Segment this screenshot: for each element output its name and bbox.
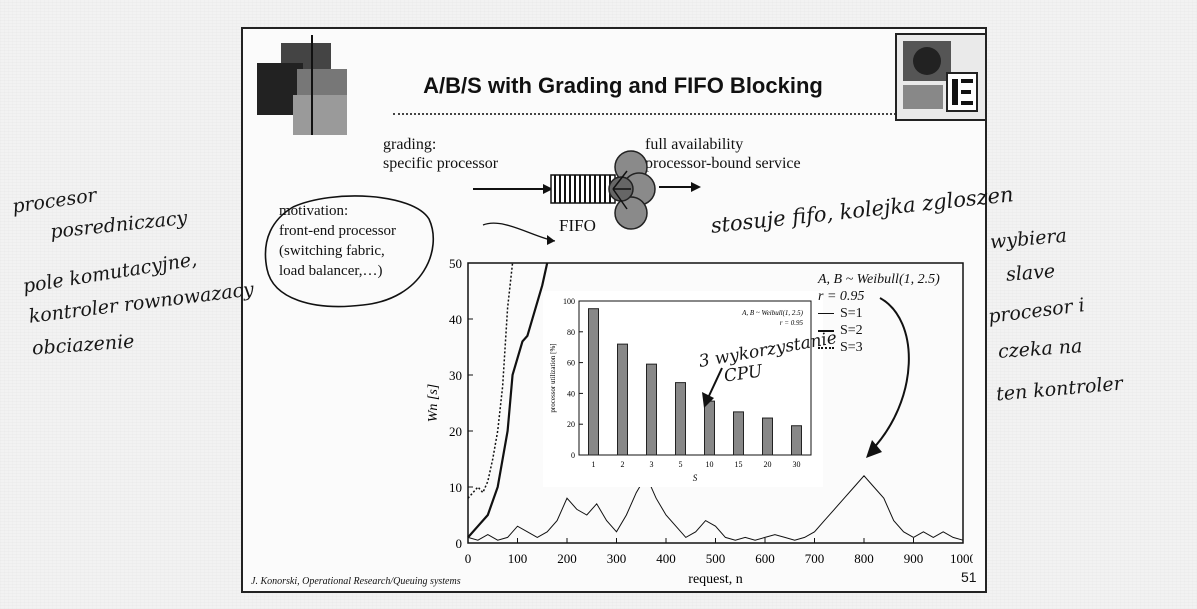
y-axis-label: Wn [s] bbox=[426, 384, 441, 423]
x-tick-label: 200 bbox=[557, 551, 577, 566]
x-tick-label: 900 bbox=[904, 551, 924, 566]
x-axis-label: request, n bbox=[688, 572, 742, 587]
y-tick-label: 50 bbox=[449, 256, 462, 271]
inset-x-tick-label: 5 bbox=[679, 460, 683, 469]
x-tick-label: 0 bbox=[465, 551, 472, 566]
title-rule bbox=[393, 113, 968, 115]
inset-bar-1 bbox=[588, 308, 599, 456]
x-tick-label: 300 bbox=[607, 551, 627, 566]
x-tick-label: 600 bbox=[755, 551, 775, 566]
page-number: 51 bbox=[961, 569, 977, 585]
inset-y-tick-label: 40 bbox=[567, 389, 575, 398]
full-availability-label: full availability processor-bound servic… bbox=[645, 136, 801, 172]
y-tick-label: 20 bbox=[449, 424, 462, 439]
slide: A/B/S with Grading and FIFO Blocking gra… bbox=[241, 27, 987, 593]
inset-title-line: A, B ~ Weibull(1, 2.5) bbox=[741, 309, 804, 317]
x-tick-label: 500 bbox=[706, 551, 726, 566]
legend-item-s2: S=2 bbox=[818, 322, 940, 339]
slide-title: A/B/S with Grading and FIFO Blocking bbox=[423, 73, 823, 98]
processor-circles-icon bbox=[608, 150, 656, 230]
inset-y-tick-label: 20 bbox=[567, 420, 575, 429]
inset-bar-20 bbox=[762, 417, 773, 456]
fifo-label: FIFO bbox=[559, 216, 596, 235]
inset-x-axis-label: S bbox=[693, 473, 698, 483]
decorative-logo-blocks bbox=[257, 35, 367, 139]
x-tick-label: 700 bbox=[805, 551, 825, 566]
inset-y-tick-label: 80 bbox=[567, 328, 575, 337]
inset-y-tick-label: 60 bbox=[567, 359, 575, 368]
grading-label: grading: specific processor bbox=[383, 136, 499, 172]
inset-x-tick-label: 3 bbox=[650, 460, 654, 469]
legend-r: r = 0.95 bbox=[818, 289, 865, 304]
inset-title-line: r = 0.95 bbox=[780, 319, 804, 327]
y-tick-label: 0 bbox=[456, 536, 463, 551]
motivation-circle bbox=[264, 195, 434, 308]
inset-y-tick-label: 100 bbox=[563, 297, 575, 306]
legend-item-s1: S=1 bbox=[818, 305, 940, 322]
inset-bar-3 bbox=[646, 363, 657, 456]
x-tick-label: 800 bbox=[854, 551, 874, 566]
x-tick-label: 100 bbox=[508, 551, 528, 566]
inset-x-tick-label: 1 bbox=[592, 460, 596, 469]
y-tick-label: 10 bbox=[449, 480, 462, 495]
inset-x-tick-label: 30 bbox=[793, 460, 801, 469]
legend-item-s3: S=3 bbox=[818, 339, 940, 356]
motivation-text: motivation: front-end processor (switchi… bbox=[279, 203, 397, 279]
legend-distribution: A, B ~ Weibull(1, 2.5) bbox=[818, 272, 940, 287]
inset-bar-15 bbox=[733, 411, 744, 456]
y-tick-label: 30 bbox=[449, 368, 462, 383]
inset-bar-30 bbox=[791, 425, 802, 456]
inset-y-axis-label: processor utilization [%] bbox=[549, 343, 557, 412]
footer-author: J. Konorski, Operational Research/Queuin… bbox=[251, 576, 461, 587]
fifo-queue-icon bbox=[550, 174, 616, 204]
waiting-time-chart: 0 100 200 300 400 500 600 700 800 900 100001020304… bbox=[426, 256, 973, 587]
series-line-s2 bbox=[467, 262, 549, 539]
inset-x-tick-label: 15 bbox=[735, 460, 743, 469]
inset-y-tick-label: 0 bbox=[571, 451, 575, 460]
inset-x-tick-label: 2 bbox=[621, 460, 625, 469]
university-crest-logo bbox=[895, 33, 987, 121]
inset-bar-2 bbox=[617, 343, 628, 456]
x-tick-label: 400 bbox=[656, 551, 676, 566]
series-line-s1 bbox=[467, 474, 964, 541]
inset-x-tick-label: 20 bbox=[764, 460, 772, 469]
chart-legend: A, B ~ Weibull(1, 2.5) r = 0.95 S=1 S=2 … bbox=[818, 271, 940, 356]
inset-x-tick-label: 10 bbox=[706, 460, 714, 469]
fifo-diagram bbox=[473, 150, 701, 245]
x-tick-label: 1000 bbox=[950, 551, 973, 566]
inset-bar-5 bbox=[675, 382, 686, 456]
inset-frame bbox=[578, 300, 812, 456]
y-tick-label: 40 bbox=[449, 312, 462, 327]
